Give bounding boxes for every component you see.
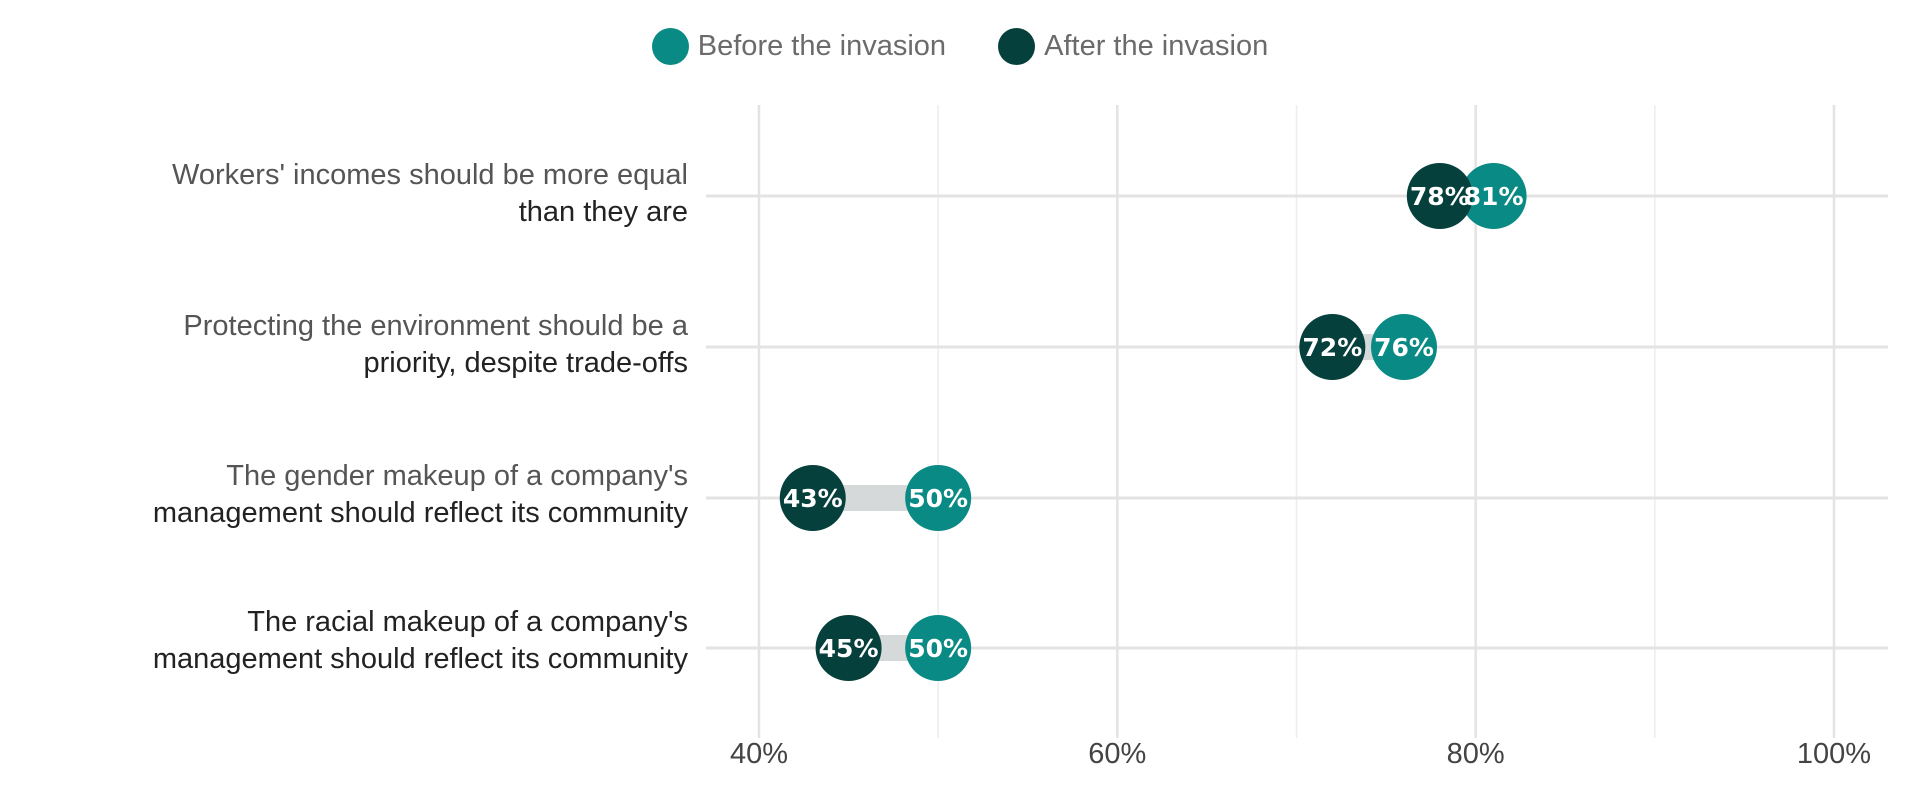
category-label-line1: The racial makeup of a company's [247,606,688,638]
before-value-label: 50% [908,484,968,513]
category-label-line2: management should reflect its community [152,497,688,529]
category-label-workers-incomes: Workers' incomes should be more equal th… [48,157,688,231]
legend: Before the invasion After the invasion [0,28,1920,73]
legend-label-before: Before the invasion [697,30,947,62]
legend-swatch-after [998,28,1036,65]
after-dot [779,465,846,531]
category-label-line2: management should reflect its community [152,643,688,675]
category-label-gender-makeup: The gender makeup of a company's managem… [48,458,688,532]
legend-item-after: After the invasion [998,28,1268,65]
before-dot [1460,163,1527,229]
category-label-line1: Protecting the environment should be a [183,310,688,342]
x-tick-label-60: 60% [1088,738,1147,770]
category-label-line1: The gender makeup of a company's [226,460,688,492]
category-label-line2: priority, despite trade-offs [363,347,688,379]
before-value-label: 50% [908,634,968,663]
category-label-line2: than they are [518,196,688,228]
legend-item-before: Before the invasion [651,28,947,65]
after-dot [1299,314,1366,380]
after-value-label: 72% [1302,333,1362,362]
x-tick-label-100: 100% [1796,738,1872,770]
before-value-label: 81% [1464,182,1524,211]
x-tick-label-80: 80% [1446,738,1505,770]
category-label-line1: Workers' incomes should be more equal [172,159,688,191]
after-value-label: 45% [819,634,879,663]
legend-label-after: After the invasion [1044,30,1269,62]
legend-swatch-before [651,28,689,65]
before-dot [905,615,972,681]
after-value-label: 43% [783,484,843,513]
after-dot [815,615,882,681]
after-dot [1406,163,1473,229]
x-tick-label-40: 40% [729,738,789,770]
after-value-label: 78% [1410,182,1470,211]
before-dot [1371,314,1437,380]
before-value-label: 76% [1374,333,1434,362]
category-label-racial-makeup: The racial makeup of a company's managem… [48,604,688,678]
category-label-environment: Protecting the environment should be a p… [48,308,688,382]
before-dot [905,465,972,531]
